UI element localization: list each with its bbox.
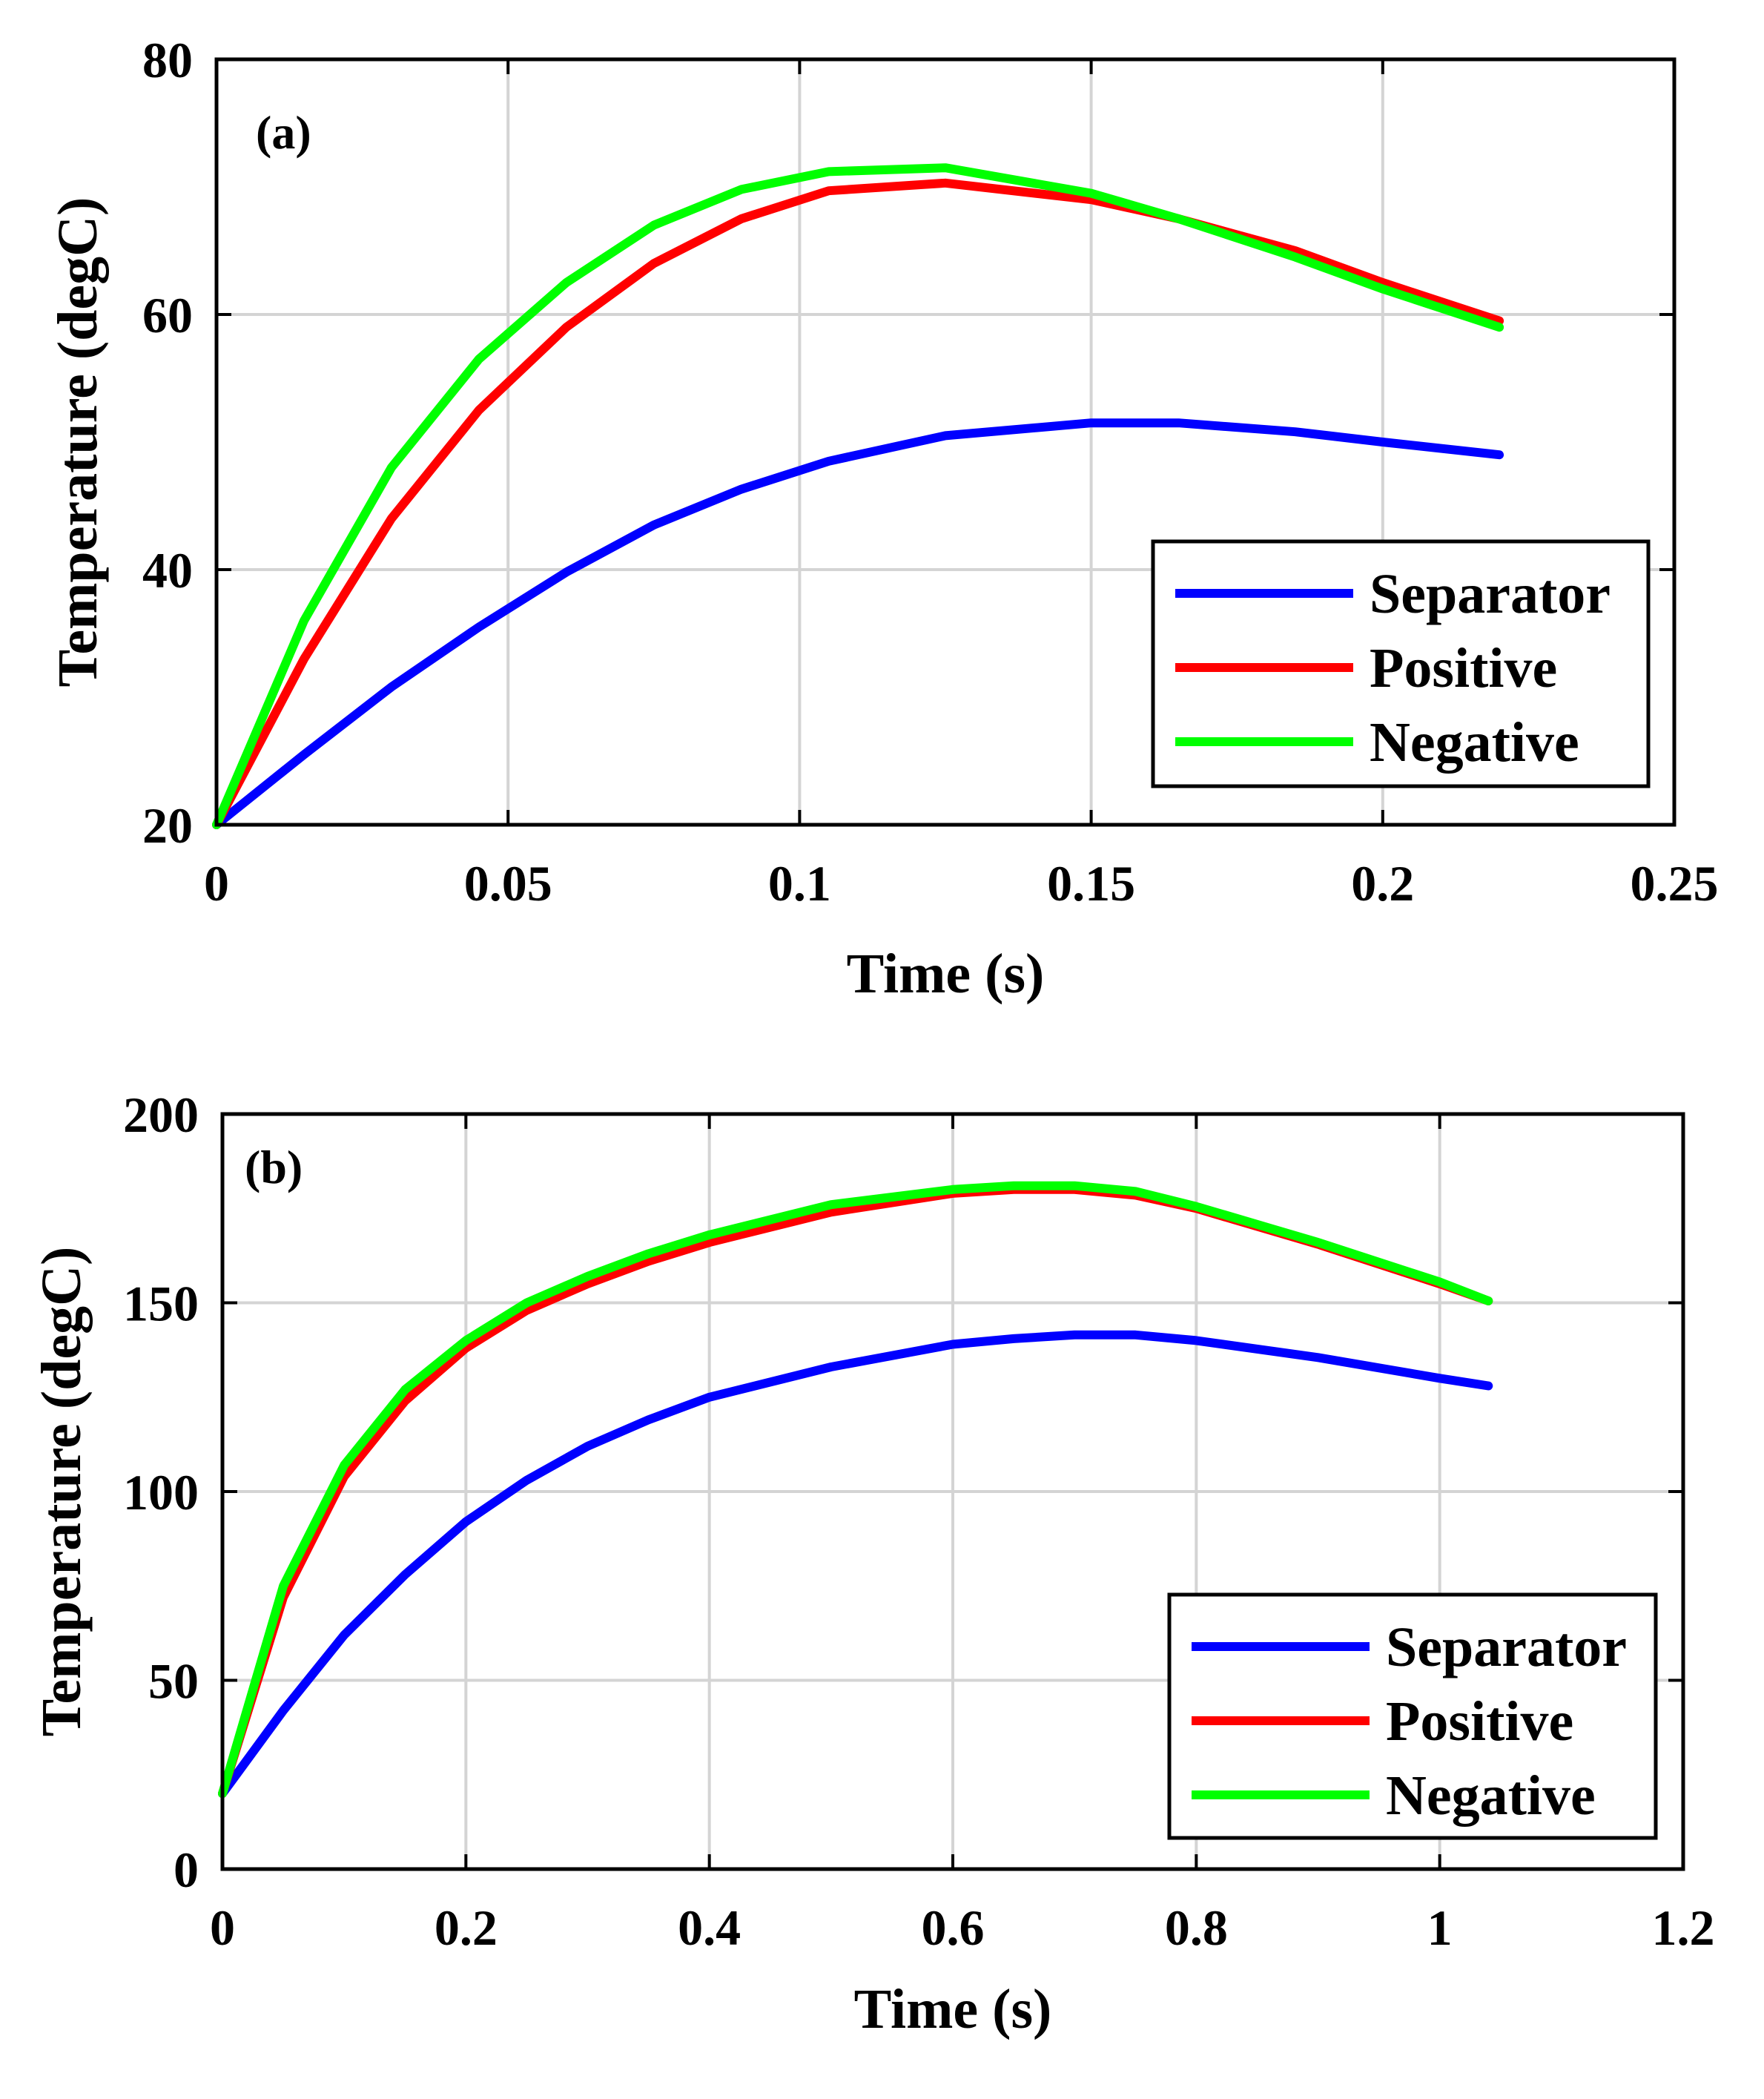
y-tick-label: 50 xyxy=(148,1653,199,1710)
x-tick-label: 0.2 xyxy=(1351,855,1414,912)
y-tick-label: 200 xyxy=(123,1087,199,1143)
x-tick-label: 0.15 xyxy=(1047,855,1135,912)
x-tick-label: 0.05 xyxy=(464,855,552,912)
legend-a: Separator Positive Negative xyxy=(1151,539,1651,788)
legend-label-negative-b: Negative xyxy=(1386,1764,1596,1827)
x-tick-label: 0 xyxy=(210,1899,235,1956)
chart-panel-b: 0 0.2 0.4 0.6 0.8 1 1.2 0 50 100 150 200 (b) Time (… xyxy=(30,1087,1715,2040)
legend-label-separator-a: Separator xyxy=(1370,563,1611,625)
series-line-negative xyxy=(212,163,1504,829)
y-axis-label-b: Temperature (degC) xyxy=(30,1247,93,1737)
x-tick-label: 0.2 xyxy=(435,1899,498,1956)
series-line-positive xyxy=(212,178,1504,829)
series-line-separator xyxy=(212,418,1504,829)
legend-label-positive-b: Positive xyxy=(1386,1690,1573,1753)
axis-ticks-b: 0 0.2 0.4 0.6 0.8 1 1.2 0 50 100 150 200 xyxy=(123,1087,1715,1956)
y-tick-label: 150 xyxy=(123,1276,199,1332)
x-tick-label: 0.8 xyxy=(1165,1899,1228,1956)
y-tick-label: 80 xyxy=(142,32,193,88)
plot-frame-a xyxy=(214,57,1677,827)
legend-label-positive-a: Positive xyxy=(1370,637,1557,699)
y-tick-label: 20 xyxy=(142,797,193,854)
series-lines-b xyxy=(218,1181,1493,1799)
y-tick-label: 60 xyxy=(142,287,193,343)
axis-ticks-a: 0 0.05 0.1 0.15 0.2 0.25 20 40 60 80 xyxy=(142,32,1719,912)
x-tick-label: 1 xyxy=(1427,1899,1453,1956)
x-tick-label: 0.6 xyxy=(922,1899,985,1956)
y-tick-label: 40 xyxy=(142,542,193,599)
legend-label-negative-a: Negative xyxy=(1370,711,1579,774)
legend-b: Separator Positive Negative xyxy=(1167,1592,1658,1840)
x-tick-label: 0.25 xyxy=(1631,855,1719,912)
x-tick-label: 0.1 xyxy=(768,855,831,912)
chart-panel-a: 0 0.05 0.1 0.15 0.2 0.25 20 40 60 80 (a) Time (s)… xyxy=(47,32,1719,1005)
x-tick-label: 0 xyxy=(204,855,229,912)
series-lines-a xyxy=(212,163,1504,829)
x-axis-label-b: Time (s) xyxy=(854,1978,1052,2040)
series-line-negative xyxy=(218,1181,1493,1799)
x-tick-label: 1.2 xyxy=(1652,1899,1715,1956)
panel-label-b: (b) xyxy=(245,1141,303,1193)
x-axis-label-a: Time (s) xyxy=(847,943,1045,1005)
legend-label-separator-b: Separator xyxy=(1386,1616,1627,1678)
x-tick-label: 0.4 xyxy=(678,1899,741,1956)
panel-label-a: (a) xyxy=(256,106,311,159)
y-tick-label: 0 xyxy=(174,1842,199,1898)
y-tick-label: 100 xyxy=(123,1464,199,1520)
series-line-separator xyxy=(218,1330,1493,1799)
y-axis-label-a: Temperature (degC) xyxy=(47,197,109,688)
